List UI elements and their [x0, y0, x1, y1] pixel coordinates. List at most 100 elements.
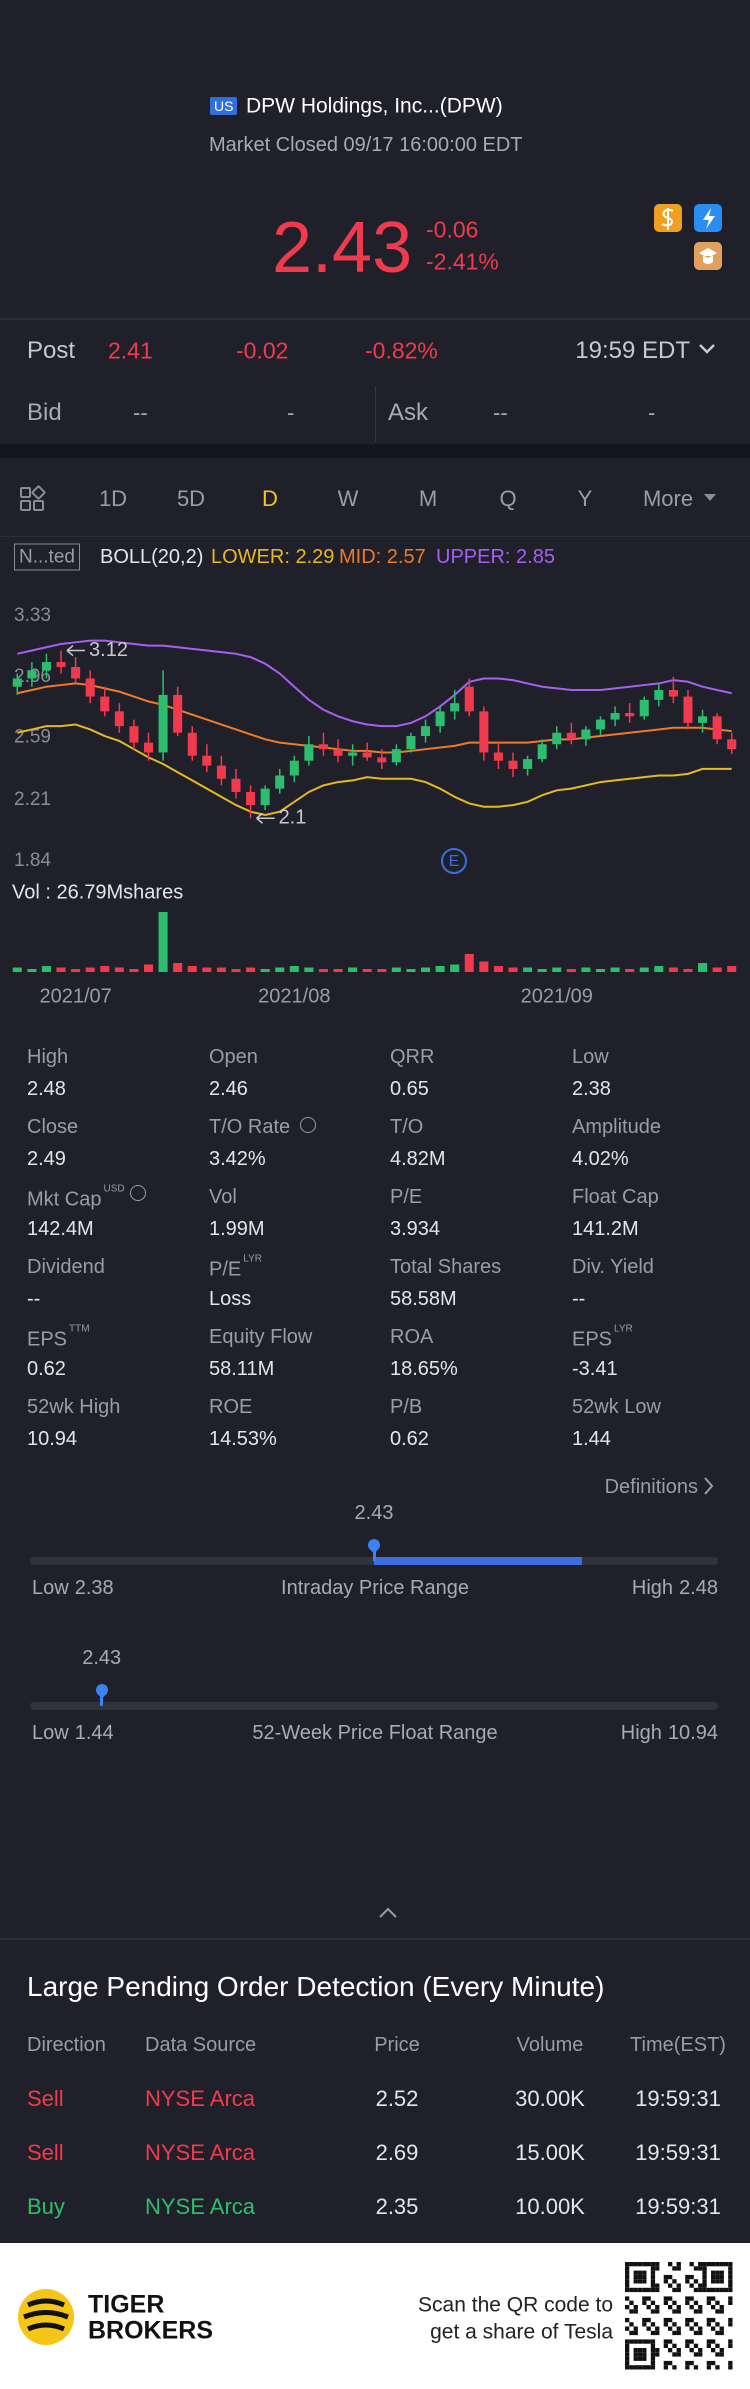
range-current: 2.43 — [82, 1647, 122, 1669]
qr-cell — [676, 2287, 681, 2293]
indicator-mode[interactable]: N...ted — [14, 543, 80, 571]
period-tab[interactable]: W — [337, 486, 359, 511]
candle-body — [275, 775, 285, 789]
orders-cell: NYSE Arca — [145, 2140, 256, 2165]
qr-cell — [711, 2360, 716, 2366]
stat-sup: TTM — [69, 1323, 90, 1335]
qr-cell — [672, 2343, 677, 2348]
qr-cell — [698, 2262, 703, 2267]
qr-cell — [646, 2296, 651, 2301]
qr-cell — [676, 2309, 681, 2314]
indicator-lower: LOWER: 2.29 — [211, 546, 335, 568]
period-tab[interactable]: More — [642, 486, 694, 511]
volume-bar — [114, 967, 124, 972]
qr-cell — [625, 2317, 630, 2323]
period-tab[interactable]: Y — [577, 486, 593, 511]
stat-value: -- — [27, 1288, 41, 1310]
qr-cell — [728, 2343, 733, 2348]
qr-cell — [668, 2348, 673, 2353]
change-pct: -2.41% — [426, 248, 499, 275]
qr-cell — [650, 2360, 656, 2366]
candle-body — [493, 752, 503, 761]
qr-cell — [715, 2279, 720, 2284]
qr-cell — [625, 2339, 630, 2344]
divider — [0, 318, 750, 320]
qr-cell — [715, 2352, 720, 2357]
qr-cell — [625, 2343, 630, 2348]
period-tab[interactable]: Q — [499, 486, 517, 511]
qr-cell — [715, 2309, 720, 2314]
chevron-down[interactable] — [699, 344, 715, 354]
qr-cell — [629, 2300, 634, 2305]
candle-body — [318, 744, 328, 750]
period-tab[interactable]: 5D — [176, 486, 206, 511]
qr-cell — [663, 2296, 668, 2301]
period-tab[interactable]: 1D — [98, 486, 128, 511]
qr-cell — [689, 2348, 694, 2353]
qr-cell — [689, 2262, 694, 2267]
orders-cell: NYSE Arca — [145, 2086, 256, 2111]
qr-cell — [728, 2283, 733, 2288]
qr-cell — [625, 2356, 630, 2361]
volume-bar — [421, 967, 431, 972]
volume-bar — [143, 964, 154, 972]
qr-cell — [650, 2287, 656, 2293]
qr-cell — [655, 2348, 660, 2353]
chevron-right[interactable] — [704, 1477, 714, 1495]
volume-bar — [450, 964, 460, 972]
qr-code — [625, 2262, 733, 2370]
qr-cell — [693, 2287, 699, 2293]
boll-mid — [17, 682, 732, 754]
qr-cell — [689, 2274, 694, 2280]
qr-cell — [676, 2348, 681, 2353]
candle-body — [595, 719, 606, 730]
icon-grid[interactable] — [20, 485, 46, 511]
candle-body — [85, 678, 95, 697]
qr-cell — [693, 2365, 699, 2370]
qr-cell — [702, 2274, 707, 2280]
period-tab[interactable]: M — [418, 486, 438, 511]
qr-cell — [637, 2262, 643, 2267]
collapse[interactable] — [379, 1907, 397, 1918]
price: 2.43 — [272, 208, 413, 288]
period-tab[interactable]: D — [262, 486, 278, 511]
volume-bar — [289, 966, 299, 972]
candle-body — [333, 749, 343, 756]
qr-cell — [711, 2262, 716, 2267]
qr-cell — [728, 2279, 733, 2284]
qr-cell — [711, 2348, 716, 2353]
qr-cell — [625, 2287, 630, 2293]
stat-label: P/E — [390, 1186, 423, 1208]
qr-cell — [711, 2317, 716, 2323]
stat-value: 2.46 — [209, 1078, 248, 1100]
volume-bar — [362, 969, 372, 972]
volume-bar — [654, 966, 664, 972]
qr-cell — [642, 2300, 647, 2305]
stat-value: 2.49 — [27, 1148, 66, 1170]
candle-body — [27, 670, 37, 679]
qr-cell — [625, 2326, 630, 2331]
post-price: 2.41 — [108, 337, 153, 364]
qr-cell — [706, 2343, 711, 2348]
qr-cell — [685, 2274, 690, 2280]
range-current: 2.43 — [354, 1502, 394, 1524]
qr-cell — [650, 2343, 656, 2348]
stat-value: 3.934 — [390, 1218, 441, 1240]
bid: -- — [133, 400, 148, 425]
qr-cell — [728, 2296, 733, 2301]
qr-cell — [706, 2360, 711, 2366]
qr-cell — [685, 2279, 690, 2284]
stat-value: 18.65% — [390, 1358, 458, 1380]
qr-cell — [625, 2266, 630, 2271]
candle-body — [450, 703, 460, 712]
post-change: -0.02 — [236, 337, 289, 364]
definitions-link[interactable]: Definitions — [604, 1476, 698, 1498]
qr-cell — [663, 2322, 668, 2327]
qr-cell — [629, 2339, 634, 2344]
volume-bar — [275, 967, 285, 972]
qr-cell — [706, 2322, 711, 2327]
extreme-arrow — [66, 644, 86, 657]
qr-cell — [728, 2274, 733, 2280]
volume-bar — [12, 967, 22, 972]
